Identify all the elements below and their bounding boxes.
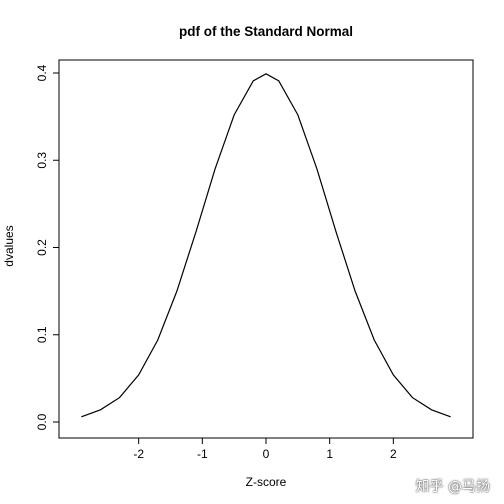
- density-curve: [81, 73, 451, 418]
- x-tick-label: -2: [133, 447, 144, 461]
- x-tick-label: 1: [326, 447, 333, 461]
- y-tick-label: 0.1: [35, 326, 49, 343]
- y-tick-label: 0.2: [35, 239, 49, 256]
- y-axis: 0.0 0.1 0.2 0.3 0.4: [35, 64, 60, 430]
- y-tick-label: 0.3: [35, 152, 49, 169]
- x-tick-label: -1: [197, 447, 208, 461]
- x-tick-label: 0: [263, 447, 270, 461]
- x-tick-label: 2: [390, 447, 397, 461]
- chart-title: pdf of the Standard Normal: [179, 24, 353, 39]
- y-axis-label: dvalues: [2, 225, 16, 266]
- x-axis-label: Z-score: [246, 475, 287, 489]
- plot-frame: [58, 59, 474, 439]
- y-tick-label: 0.4: [35, 64, 49, 81]
- x-axis: -2 -1 0 1 2: [133, 437, 397, 461]
- y-tick-label: 0.0: [35, 413, 49, 430]
- watermark-text: 知乎 @马扬: [415, 479, 490, 495]
